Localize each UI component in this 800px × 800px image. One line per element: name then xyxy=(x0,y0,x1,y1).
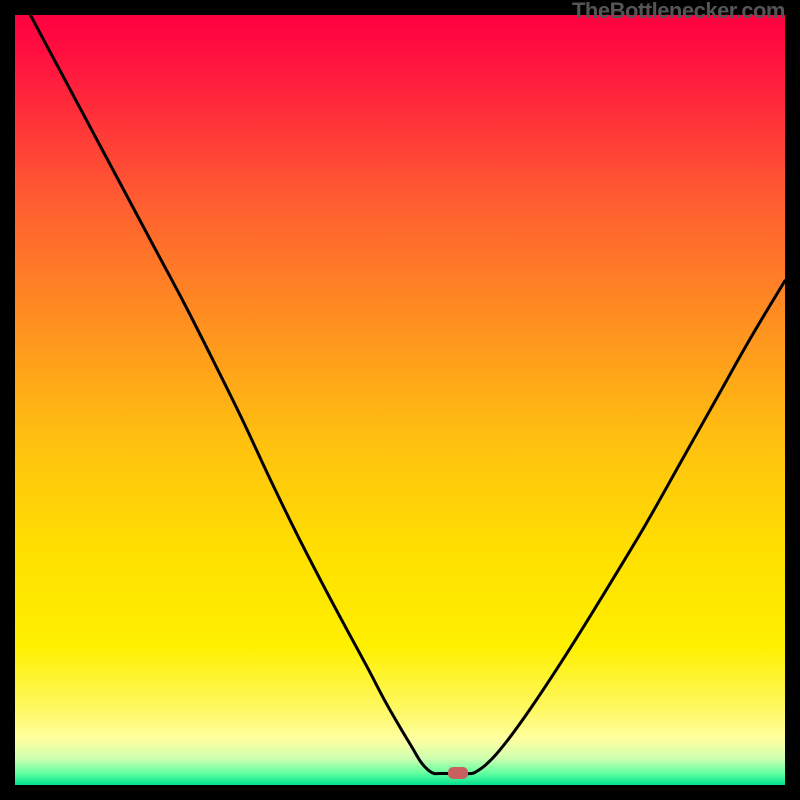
optimum-marker xyxy=(448,767,468,779)
chart-container: TheBottlenecker.com xyxy=(0,0,800,800)
plot-background xyxy=(15,15,785,785)
watermark-text: TheBottlenecker.com xyxy=(572,0,785,24)
